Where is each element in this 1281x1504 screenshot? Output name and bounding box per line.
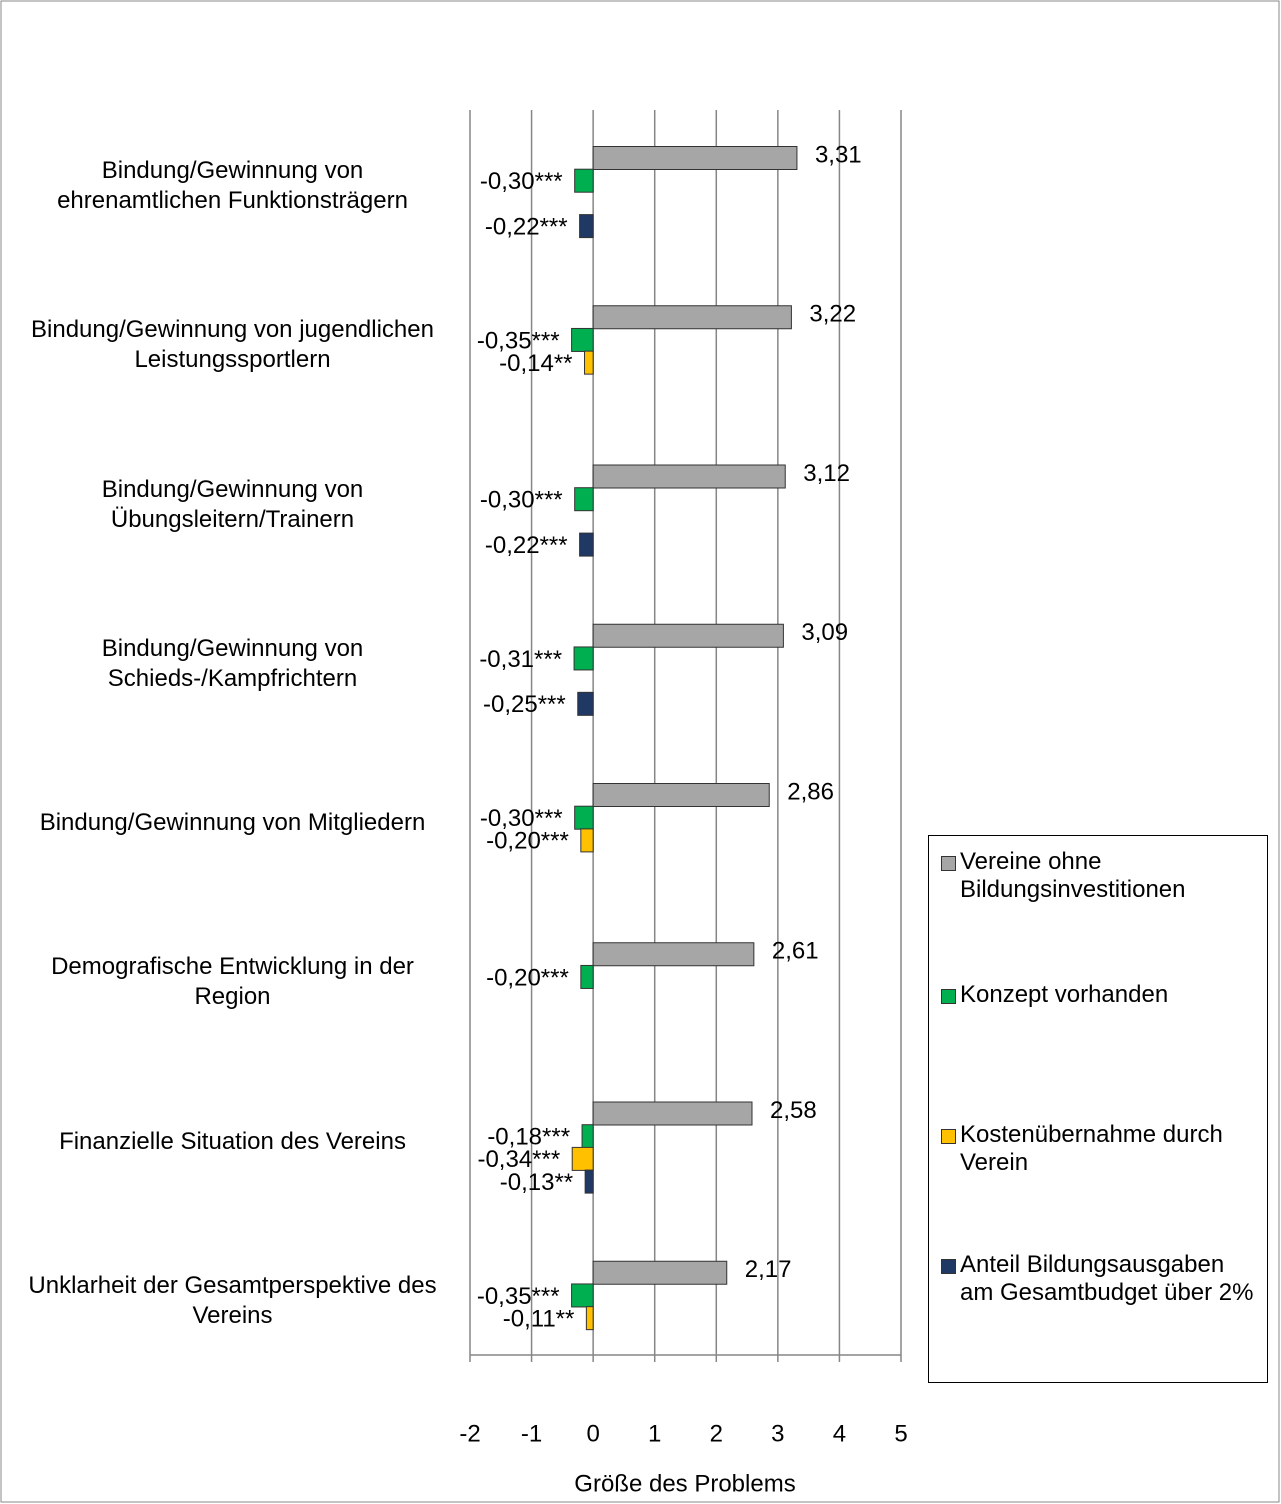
value-label: -0,22*** xyxy=(485,532,568,559)
x-tick-label: 1 xyxy=(648,1420,661,1447)
legend-item: Anteil Bildungsausgaben am Gesamtbudget … xyxy=(941,1251,1259,1307)
category-label: Bindung/Gewinnung von jugendlichen Leist… xyxy=(31,316,434,374)
bar xyxy=(592,623,784,648)
legend-swatch xyxy=(941,856,956,871)
bar xyxy=(592,305,792,330)
bar xyxy=(571,327,594,352)
legend-swatch xyxy=(941,1129,956,1144)
value-label: 2,61 xyxy=(772,938,819,965)
bar xyxy=(592,783,770,807)
value-label: 3,22 xyxy=(809,301,856,328)
legend-label: Kostenübernahme durch Verein xyxy=(960,1121,1223,1176)
bar xyxy=(580,828,594,853)
legend-label: Anteil Bildungsausgaben am Gesamtbudget … xyxy=(960,1251,1254,1306)
bar xyxy=(579,532,594,557)
value-label: -0,20*** xyxy=(486,964,569,991)
value-label: 2,17 xyxy=(745,1256,792,1283)
legend-label: Vereine ohne Bildungsinvestitionen xyxy=(960,848,1186,903)
x-tick-label: 0 xyxy=(586,1420,599,1447)
value-label: 3,12 xyxy=(803,460,850,487)
category-label: Demografische Entwicklung in der Region xyxy=(51,953,414,1011)
x-tick-label: 3 xyxy=(771,1420,784,1447)
value-label: -0,30*** xyxy=(480,168,563,195)
bar xyxy=(574,805,594,830)
bar xyxy=(592,942,755,967)
legend-item: Vereine ohne Bildungsinvestitionen xyxy=(941,848,1259,904)
legend-swatch xyxy=(941,1259,956,1274)
category-label: Unklarheit der Gesamtperspektive des Ver… xyxy=(28,1271,437,1329)
legend-item: Kostenübernahme durch Verein xyxy=(941,1121,1259,1177)
legend-swatch xyxy=(941,989,956,1004)
category-label: Bindung/Gewinnung von Schieds-/Kampfrich… xyxy=(101,634,364,692)
value-label: 2,86 xyxy=(787,778,834,805)
bar xyxy=(580,964,594,989)
bar xyxy=(584,1169,594,1194)
value-label: -0,13** xyxy=(500,1169,573,1196)
bar xyxy=(573,646,594,671)
bar xyxy=(585,1306,594,1331)
bar xyxy=(574,168,594,193)
value-label: -0,30*** xyxy=(480,487,563,514)
legend-label: Konzept vorhanden xyxy=(960,981,1169,1008)
value-label: -0,25*** xyxy=(483,691,566,718)
x-tick-label: 2 xyxy=(710,1420,723,1447)
category-label: Bindung/Gewinnung von ehrenamtlichen Fun… xyxy=(57,157,408,214)
value-label: -0,35*** xyxy=(477,1283,560,1310)
value-label: -0,18*** xyxy=(487,1124,570,1151)
bar xyxy=(574,487,594,512)
value-label: -0,22*** xyxy=(485,213,568,240)
bar xyxy=(584,350,594,375)
x-tick-label: -2 xyxy=(459,1420,480,1447)
bar xyxy=(577,691,594,716)
bar xyxy=(571,1283,594,1308)
x-tick-label: -1 xyxy=(521,1420,542,1447)
value-label: -0,11** xyxy=(503,1305,575,1332)
value-label: -0,30*** xyxy=(480,805,563,832)
value-label: -0,31*** xyxy=(479,646,562,673)
x-tick-label: 5 xyxy=(894,1420,907,1447)
value-label: -0,14** xyxy=(499,350,572,377)
value-label: -0,35*** xyxy=(477,327,560,354)
x-tick-label: 4 xyxy=(833,1420,846,1447)
value-label: 3,31 xyxy=(815,141,862,168)
legend-item: Konzept vorhanden xyxy=(941,981,1259,1009)
bar xyxy=(579,214,594,239)
value-label: -0,34*** xyxy=(477,1146,560,1173)
category-label: Bindung/Gewinnung von Übungsleitern/Trai… xyxy=(101,475,364,533)
bar xyxy=(581,1124,594,1149)
bar xyxy=(592,146,798,170)
value-label: -0,20*** xyxy=(486,828,569,855)
bar xyxy=(571,1146,594,1171)
x-axis-title: Größe des Problems xyxy=(574,1470,795,1497)
category-label: Finanzielle Situation des Vereins xyxy=(59,1127,406,1155)
bar xyxy=(592,464,786,489)
value-label: 2,58 xyxy=(770,1097,817,1124)
value-label: 3,09 xyxy=(801,619,848,646)
legend: Vereine ohne Bildungsinvestitionen Konzep… xyxy=(928,835,1268,1383)
bar xyxy=(592,1101,753,1126)
category-label: Bindung/Gewinnung von Mitgliedern xyxy=(39,809,426,836)
bar xyxy=(592,1260,728,1285)
